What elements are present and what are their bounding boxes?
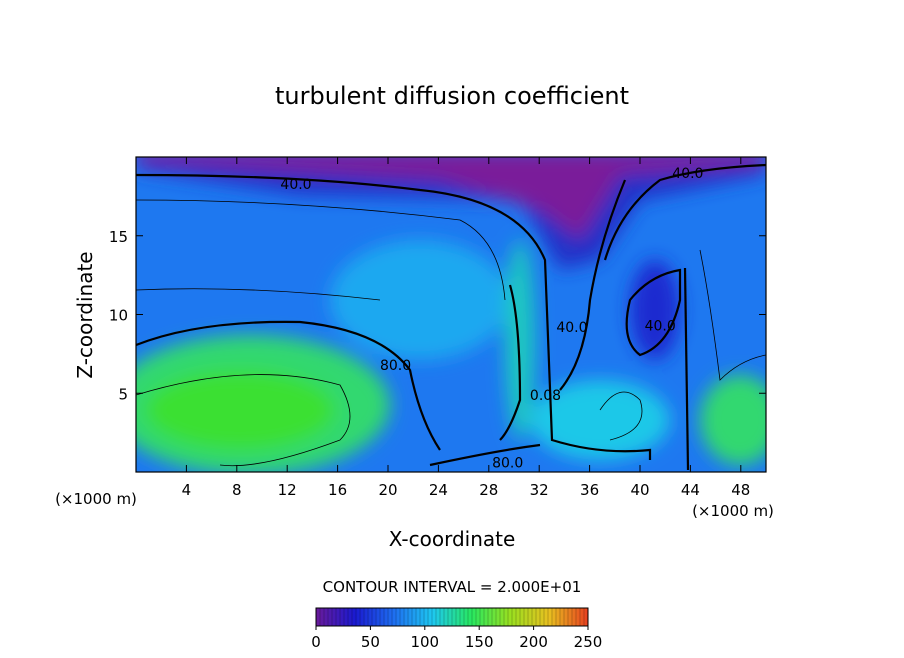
x-tick-label: 32	[530, 481, 549, 499]
contour-label: 80.0	[380, 358, 411, 374]
x-tick-label: 44	[681, 481, 700, 499]
colorbar-tick-label: 200	[519, 633, 548, 651]
field	[136, 157, 766, 472]
x-unit: (×1000 m)	[692, 502, 774, 520]
x-tick-label: 12	[278, 481, 297, 499]
x-tick-label: 28	[479, 481, 498, 499]
chart-title: turbulent diffusion coefficient	[275, 82, 629, 110]
contour-label: 40.0	[556, 320, 587, 336]
colorbar-tick-label: 150	[465, 633, 494, 651]
contour-interval: CONTOUR INTERVAL = 2.000E+01	[323, 578, 582, 596]
x-tick-label: 16	[328, 481, 347, 499]
x-axis-title: X-coordinate	[389, 527, 516, 551]
colorbar-tick-label: 0	[311, 633, 321, 651]
x-tick-label: 36	[580, 481, 599, 499]
y-axis-title: Z-coordinate	[73, 251, 97, 378]
contour-label: 80.0	[492, 456, 523, 472]
colorbar-tick-label: 50	[361, 633, 380, 651]
y-unit: (×1000 m)	[55, 490, 137, 508]
y-tick-label: 15	[109, 228, 128, 246]
x-tick-label: 48	[731, 481, 750, 499]
x-tick-label: 20	[378, 481, 397, 499]
contour-label: 40.0	[645, 319, 676, 335]
contour-label: 0.08	[530, 388, 561, 404]
colorbar-tick-label: 250	[574, 633, 603, 651]
x-tick-label: 4	[182, 481, 192, 499]
x-tick-label: 24	[429, 481, 448, 499]
y-tick-label: 5	[118, 385, 128, 403]
colorbar-tick-label: 100	[410, 633, 439, 651]
contour-label: 40.0	[280, 177, 311, 193]
y-tick-label: 10	[109, 307, 128, 325]
x-tick-label: 40	[630, 481, 649, 499]
x-tick-label: 8	[232, 481, 242, 499]
colorbar	[315, 607, 589, 627]
contour-label: 40.0	[672, 166, 703, 182]
